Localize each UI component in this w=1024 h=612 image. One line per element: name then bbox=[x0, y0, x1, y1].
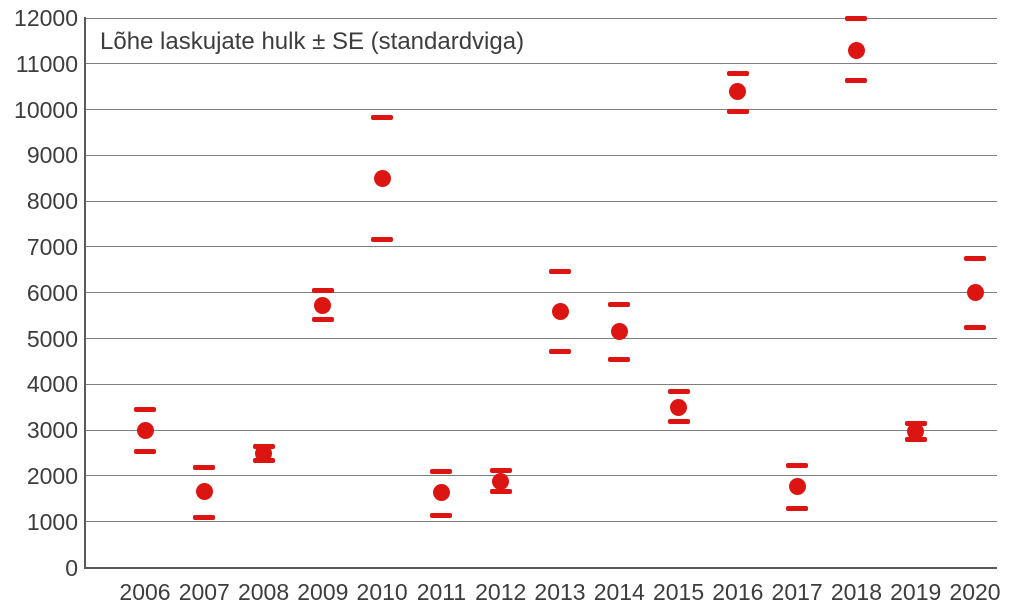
error-bar-lower-2009 bbox=[311, 317, 334, 323]
data-point-2007 bbox=[195, 483, 213, 501]
y-tick-label-10000: 10000 bbox=[14, 96, 78, 123]
error-bar-upper-2015 bbox=[667, 389, 690, 395]
error-bar-upper-2014 bbox=[608, 302, 631, 308]
x-tick-label-2008: 2008 bbox=[237, 579, 290, 605]
data-point-2008 bbox=[255, 444, 273, 462]
data-point-2020 bbox=[966, 284, 984, 302]
y-tick-label-1000: 1000 bbox=[26, 508, 78, 535]
data-point-2011 bbox=[432, 483, 450, 501]
y-tick-label-3000: 3000 bbox=[26, 417, 78, 444]
data-point-2012 bbox=[492, 472, 510, 490]
data-point-2018 bbox=[847, 42, 865, 59]
data-point-2006 bbox=[136, 422, 154, 440]
error-bar-lower-2010 bbox=[371, 237, 394, 243]
data-point-2010 bbox=[373, 169, 391, 187]
y-tick-label-4000: 4000 bbox=[26, 371, 78, 398]
data-point-2017 bbox=[788, 478, 806, 496]
error-bar-lower-2020 bbox=[964, 325, 986, 331]
gridline-y-8000 bbox=[85, 200, 997, 202]
gridline-y-7000 bbox=[85, 246, 997, 248]
x-tick-label-2014: 2014 bbox=[593, 579, 645, 605]
y-tick-label-2000: 2000 bbox=[26, 462, 78, 489]
y-tick-label-12000: 12000 bbox=[14, 5, 78, 31]
x-tick-label-2006: 2006 bbox=[119, 579, 171, 605]
error-bar-upper-2011 bbox=[430, 469, 453, 475]
error-bar-upper-2017 bbox=[786, 462, 809, 468]
error-bar-upper-2012 bbox=[489, 468, 512, 474]
error-bar-upper-2007 bbox=[193, 465, 216, 471]
data-point-2013 bbox=[551, 303, 569, 321]
x-tick-label-2017: 2017 bbox=[771, 579, 823, 605]
error-bar-upper-2018 bbox=[845, 15, 868, 21]
error-bar-lower-2014 bbox=[608, 356, 631, 362]
gridline-y-11000 bbox=[85, 63, 997, 65]
gridline-y-10000 bbox=[85, 109, 997, 111]
y-tick-label-6000: 6000 bbox=[26, 279, 78, 306]
error-bar-lower-2015 bbox=[667, 418, 690, 424]
error-bar-upper-2009 bbox=[311, 287, 334, 293]
error-bar-upper-2016 bbox=[726, 70, 749, 76]
y-axis-line bbox=[84, 17, 86, 569]
gridline-y-5000 bbox=[85, 338, 997, 340]
data-point-2015 bbox=[670, 398, 688, 416]
x-tick-label-2019: 2019 bbox=[890, 579, 942, 605]
error-bar-lower-2018 bbox=[845, 78, 868, 84]
error-bar-lower-2013 bbox=[549, 349, 571, 355]
x-tick-label-2020: 2020 bbox=[949, 579, 1001, 605]
gridline-y-2000 bbox=[85, 475, 997, 477]
error-bar-lower-2006 bbox=[134, 449, 156, 455]
error-bar-upper-2010 bbox=[371, 115, 394, 121]
y-tick-label-11000: 11000 bbox=[15, 50, 78, 77]
error-bar-lower-2016 bbox=[726, 108, 749, 114]
x-axis-line bbox=[85, 566, 997, 569]
chart-title: Lõhe laskujate hulk ± SE (standardviga) bbox=[100, 28, 525, 55]
data-point-2019 bbox=[907, 422, 925, 440]
gridline-y-1000 bbox=[85, 521, 997, 523]
gridline-y-6000 bbox=[85, 292, 997, 294]
x-tick-label-2011: 2011 bbox=[416, 579, 467, 605]
error-bar-upper-2006 bbox=[134, 407, 156, 413]
gridline-y-3000 bbox=[85, 429, 997, 431]
error-bar-lower-2017 bbox=[786, 505, 809, 511]
x-tick-label-2009: 2009 bbox=[297, 579, 349, 605]
y-tick-label-9000: 9000 bbox=[26, 142, 78, 169]
gridline-y-9000 bbox=[85, 154, 997, 156]
x-tick-label-2007: 2007 bbox=[178, 579, 230, 605]
data-point-2016 bbox=[729, 83, 747, 101]
x-tick-label-2015: 2015 bbox=[652, 579, 705, 605]
error-bar-lower-2012 bbox=[489, 488, 512, 494]
data-point-2009 bbox=[314, 297, 332, 315]
error-bar-upper-2020 bbox=[964, 255, 986, 261]
error-bar-upper-2013 bbox=[549, 269, 571, 275]
y-tick-label-5000: 5000 bbox=[26, 325, 78, 352]
x-tick-label-2013: 2013 bbox=[534, 579, 586, 605]
y-tick-label-0: 0 bbox=[65, 554, 78, 581]
y-tick-label-8000: 8000 bbox=[26, 188, 78, 215]
error-bar-lower-2011 bbox=[430, 513, 453, 519]
x-tick-label-2016: 2016 bbox=[712, 579, 764, 605]
error-bar-lower-2007 bbox=[193, 515, 216, 521]
data-point-2014 bbox=[610, 323, 628, 341]
gridline-y-4000 bbox=[85, 383, 997, 385]
y-tick-label-7000: 7000 bbox=[26, 233, 78, 260]
x-tick-label-2018: 2018 bbox=[830, 579, 882, 605]
gridline-y-12000 bbox=[85, 17, 997, 19]
x-tick-label-2010: 2010 bbox=[356, 579, 408, 605]
x-tick-label-2012: 2012 bbox=[475, 579, 527, 605]
